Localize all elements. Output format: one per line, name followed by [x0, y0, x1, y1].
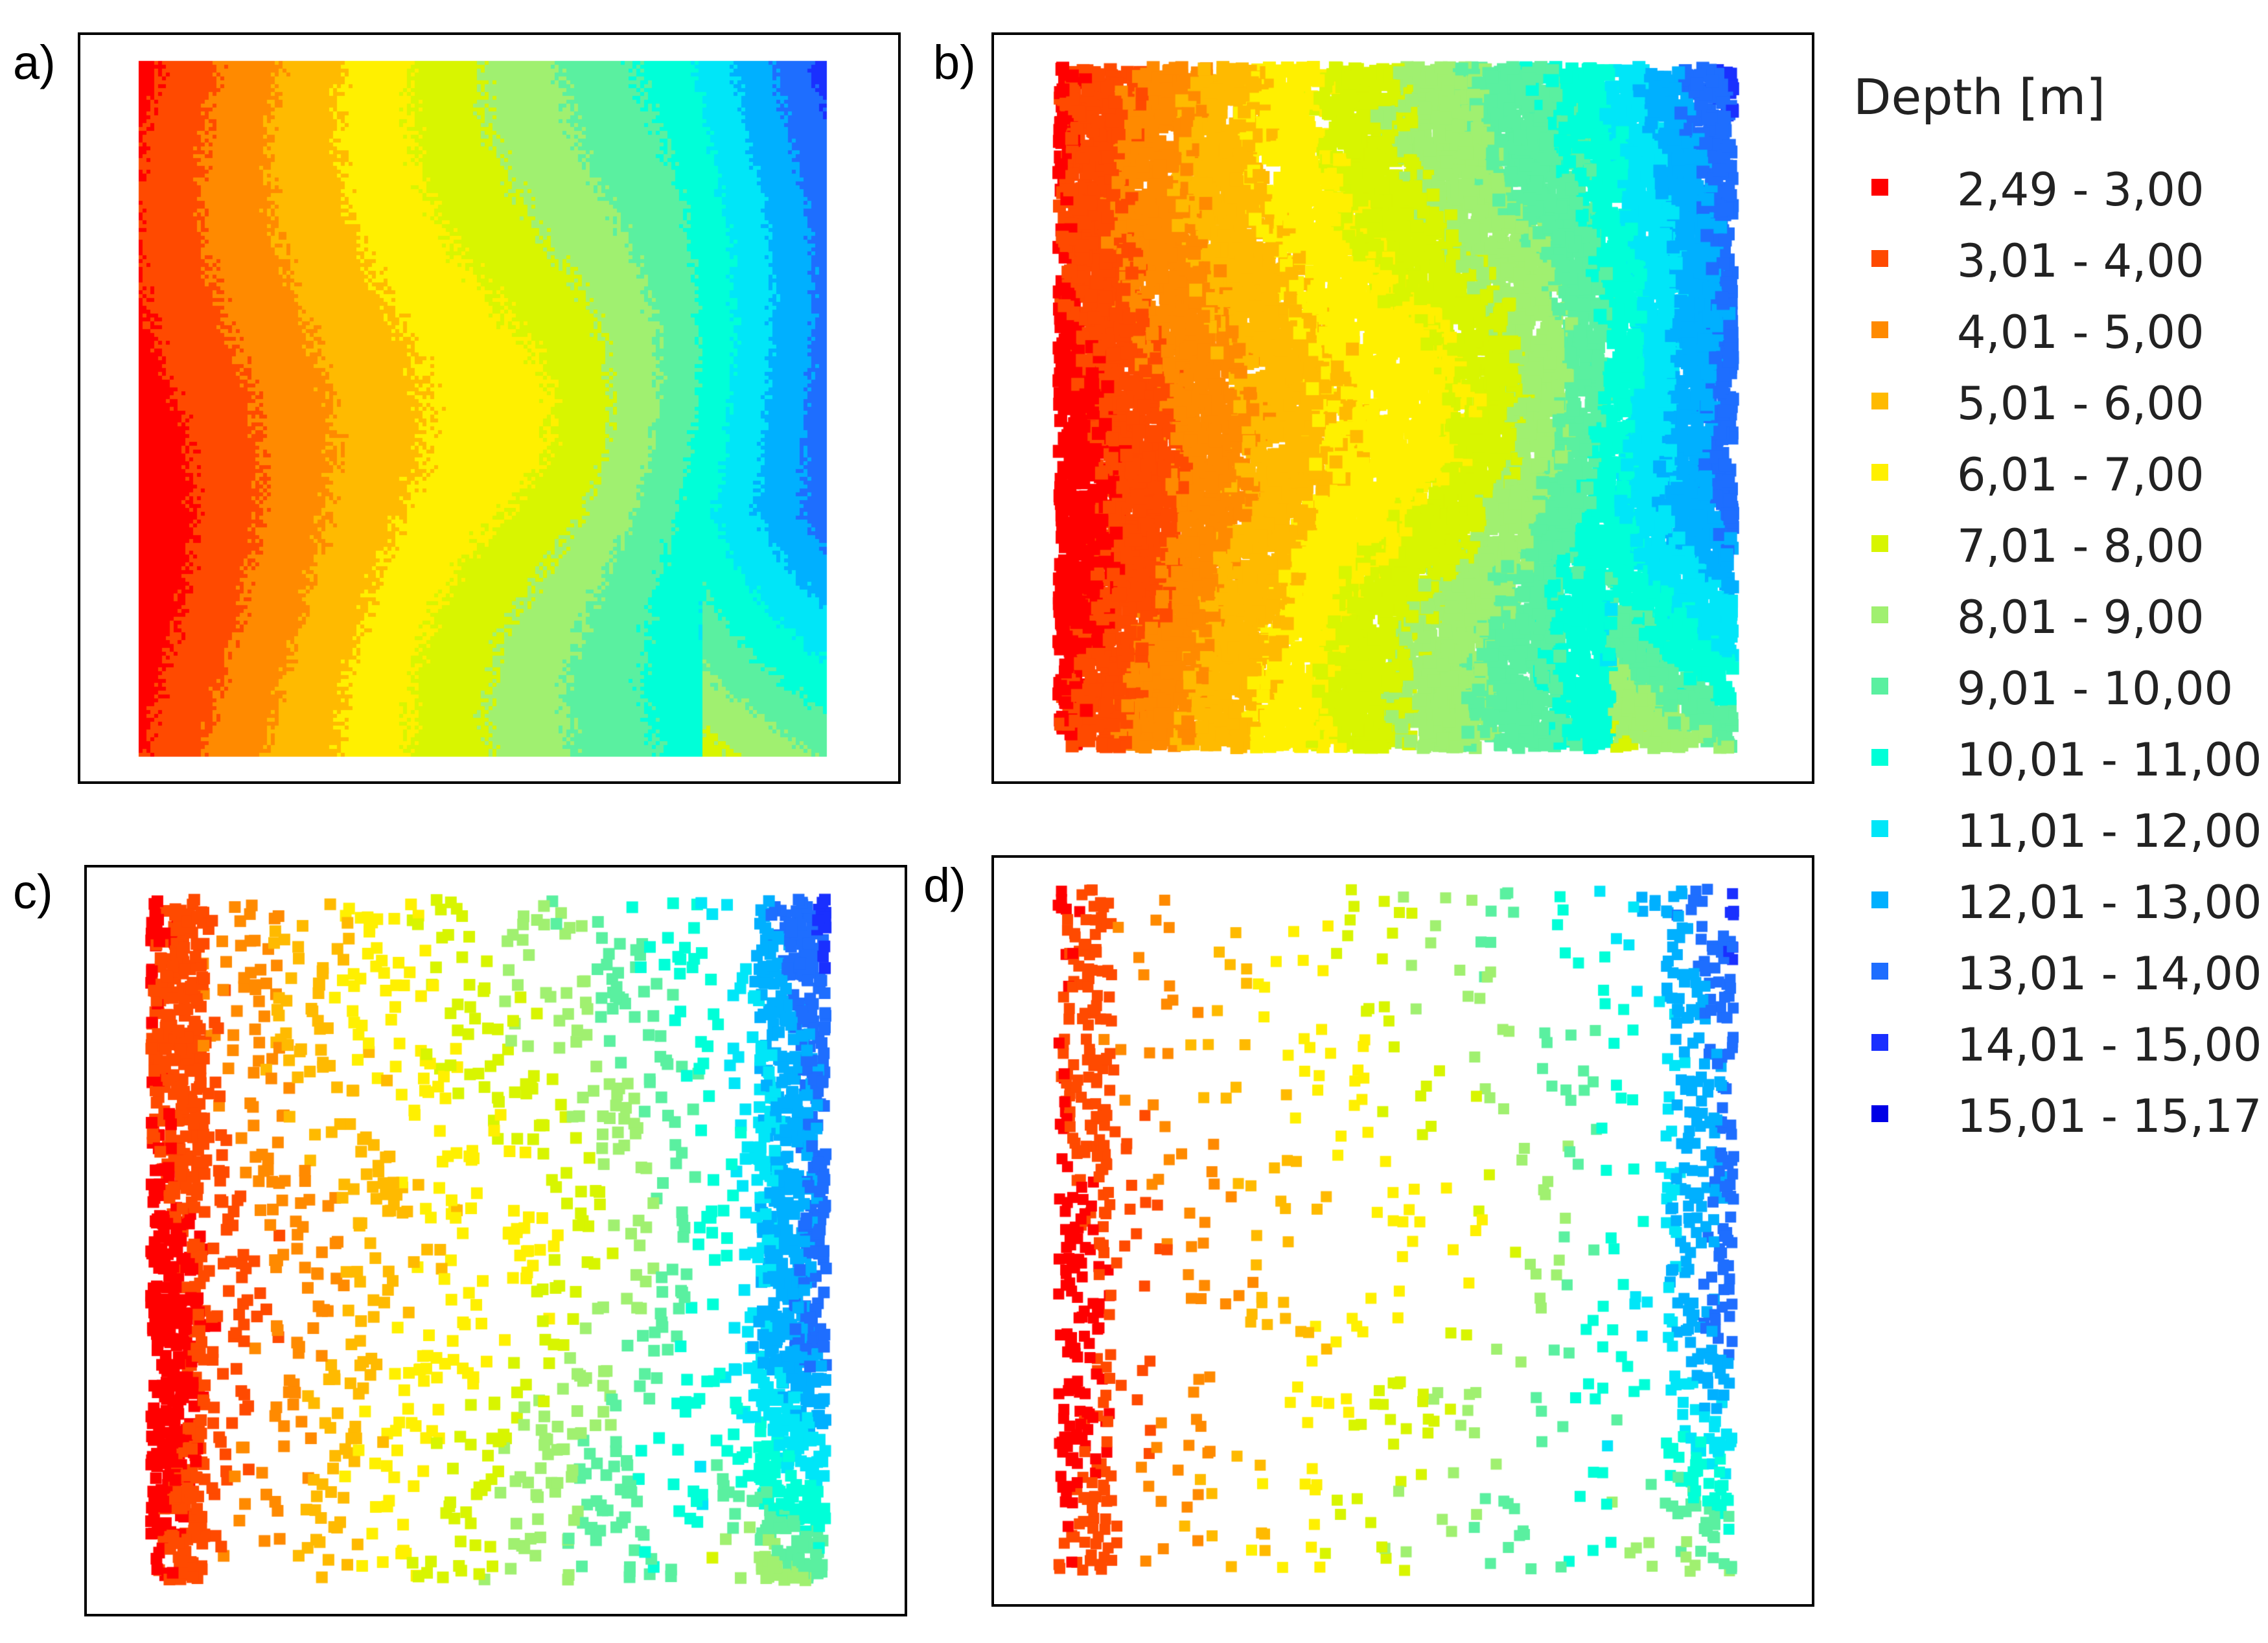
legend-label: 11,01 - 12,00 — [1957, 805, 2262, 858]
legend-swatch — [1871, 963, 1888, 980]
legend-swatch — [1871, 678, 1888, 695]
legend-swatch — [1871, 891, 1888, 908]
legend-entry: 3,01 - 4,00 — [1866, 235, 2268, 288]
legend-swatch — [1871, 749, 1888, 766]
legend-entry: 11,01 - 12,00 — [1866, 805, 2268, 858]
legend-label: 14,01 - 15,00 — [1957, 1018, 2262, 1072]
legend-entry: 15,01 - 15,17 — [1866, 1090, 2268, 1143]
legend-label: 3,01 - 4,00 — [1957, 235, 2204, 288]
legend-label: 4,01 - 5,00 — [1957, 306, 2204, 359]
legend-entry: 2,49 - 3,00 — [1866, 163, 2268, 216]
legend-swatch — [1871, 1034, 1888, 1051]
legend-label: 15,01 - 15,17 — [1957, 1090, 2262, 1143]
panel-a-plot — [78, 32, 901, 784]
legend-label: 6,01 - 7,00 — [1957, 448, 2204, 501]
panel-b-plot — [991, 32, 1814, 784]
legend-entry: 8,01 - 9,00 — [1866, 591, 2268, 644]
legend-entry: 7,01 - 8,00 — [1866, 520, 2268, 573]
legend-swatch — [1871, 1105, 1888, 1122]
legend-swatch — [1871, 535, 1888, 552]
panel-c-plot — [84, 865, 907, 1616]
panel-b-depth-points — [994, 35, 1812, 781]
panel-label-b: b) — [933, 36, 976, 89]
panel-label-d: d) — [923, 858, 966, 912]
legend-label: 5,01 - 6,00 — [1957, 377, 2204, 430]
legend-entry: 6,01 - 7,00 — [1866, 448, 2268, 501]
panel-d-depth-points — [994, 858, 1812, 1604]
legend-label: 12,01 - 13,00 — [1957, 876, 2262, 929]
legend-title: Depth [m] — [1853, 68, 2105, 126]
legend-swatch — [1871, 321, 1888, 338]
legend-entry: 10,01 - 11,00 — [1866, 733, 2268, 787]
legend-label: 13,01 - 14,00 — [1957, 947, 2262, 1000]
legend-entry: 9,01 - 10,00 — [1866, 662, 2268, 715]
legend-swatch — [1871, 606, 1888, 623]
panel-c-depth-points — [87, 867, 905, 1614]
legend-entry: 14,01 - 15,00 — [1866, 1018, 2268, 1072]
legend-entry: 12,01 - 13,00 — [1866, 876, 2268, 929]
panel-label-c: c) — [13, 865, 53, 919]
panel-a-depth-map — [80, 35, 898, 781]
legend-label: 2,49 - 3,00 — [1957, 163, 2204, 216]
panel-label-a: a) — [13, 36, 56, 89]
legend-label: 9,01 - 10,00 — [1957, 662, 2234, 715]
legend-entry: 5,01 - 6,00 — [1866, 377, 2268, 430]
legend-swatch — [1871, 464, 1888, 481]
panel-d-plot — [991, 855, 1814, 1607]
legend-swatch — [1871, 179, 1888, 196]
legend-label: 8,01 - 9,00 — [1957, 591, 2204, 644]
legend-swatch — [1871, 250, 1888, 267]
legend-entry: 13,01 - 14,00 — [1866, 947, 2268, 1000]
legend-label: 7,01 - 8,00 — [1957, 520, 2204, 573]
legend-swatch — [1871, 820, 1888, 837]
legend-entry: 4,01 - 5,00 — [1866, 306, 2268, 359]
legend-label: 10,01 - 11,00 — [1957, 733, 2262, 787]
legend-swatch — [1871, 393, 1888, 409]
